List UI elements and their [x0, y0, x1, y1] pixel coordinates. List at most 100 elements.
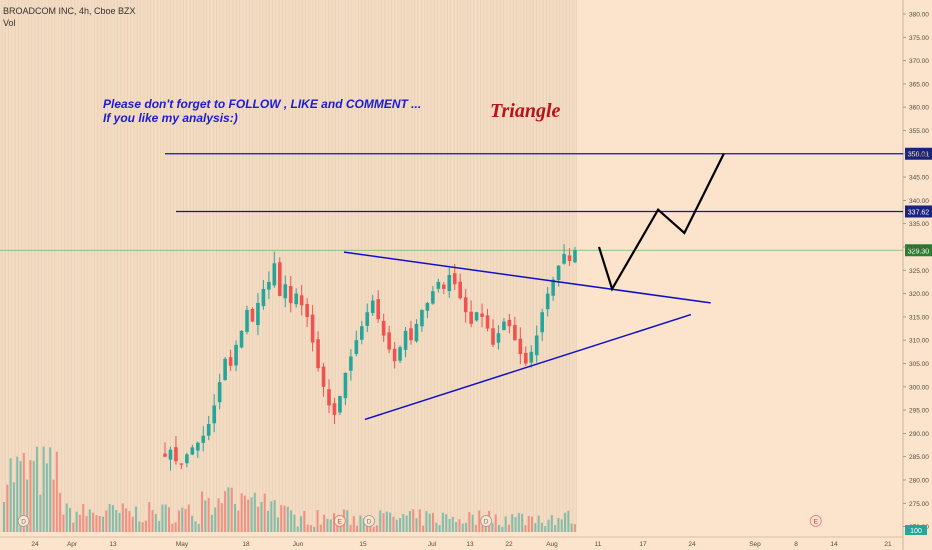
volume-bar — [405, 515, 408, 532]
volume-bar — [174, 522, 177, 532]
horizontal-levels[interactable]: 350.01 337.62 329.30 — [0, 147, 932, 257]
candle-body — [321, 366, 326, 387]
price-tick-label: 345.00 — [909, 175, 929, 182]
time-tick-label: 11 — [595, 541, 602, 548]
volume-bar — [521, 513, 524, 532]
candle-body — [545, 293, 550, 310]
earnings-marker[interactable] — [809, 515, 822, 527]
volume-bar — [465, 522, 467, 532]
candle-body — [381, 320, 386, 336]
volume-bar — [573, 524, 576, 532]
volume-bar — [333, 513, 335, 532]
volume-bar — [425, 511, 428, 532]
candle-body — [338, 396, 342, 413]
dividend-marker[interactable] — [17, 515, 30, 527]
candle-body — [288, 286, 293, 303]
volume-bar — [201, 491, 203, 532]
triangle-upper-line[interactable] — [343, 251, 711, 304]
volume-bar — [26, 479, 29, 532]
volume-bar — [55, 451, 58, 532]
projection-path[interactable] — [597, 153, 725, 292]
time-tick-label: Jun — [293, 541, 304, 548]
time-tick-label: 13 — [109, 541, 117, 548]
candle-body — [228, 357, 233, 366]
candle-body — [431, 291, 435, 304]
volume-bar — [276, 517, 279, 532]
volume-bar — [557, 517, 560, 532]
candle-body — [562, 253, 566, 264]
candle-body — [474, 312, 479, 321]
candle-body — [452, 273, 457, 285]
volume-bar — [484, 526, 487, 532]
candle-body — [370, 300, 375, 314]
volume-bar — [263, 493, 266, 532]
candle-body — [518, 338, 523, 355]
volume-bar — [234, 503, 236, 532]
volume-bar — [283, 505, 286, 532]
volume-bar — [171, 523, 174, 532]
volume-bar — [309, 525, 312, 532]
level-price-box — [905, 147, 932, 160]
volume-bar — [108, 504, 111, 532]
volume-bar — [65, 503, 68, 532]
volume-bar — [517, 513, 520, 532]
event-marker-letter: E — [814, 519, 819, 526]
price-tick-label: 335.00 — [909, 221, 929, 228]
note-line-1: Please don't forget to FOLLOW , LIKE and… — [103, 97, 422, 111]
dividend-marker[interactable] — [363, 515, 375, 527]
volume-bar — [296, 526, 299, 532]
chart-header: BROADCOM INC, 4h, Cboe BZX Vol — [3, 5, 136, 29]
candle-body — [168, 449, 173, 460]
triangle-pattern-lines[interactable] — [343, 251, 711, 421]
earnings-marker[interactable] — [333, 515, 346, 527]
volume-bar — [16, 456, 19, 532]
price-tick-label: 315.00 — [909, 314, 929, 321]
author-note[interactable]: Please don't forget to FOLLOW , LIKE and… — [103, 97, 421, 125]
candle-body — [360, 326, 364, 340]
price-tick-label: 355.00 — [909, 128, 929, 135]
projection-zigzag[interactable] — [597, 153, 725, 292]
volume-bar — [59, 492, 62, 532]
volume-bar — [379, 510, 382, 532]
volume-bar — [418, 509, 421, 532]
time-tick-label: Jul — [428, 541, 437, 548]
volume-label-text: 100 — [910, 528, 922, 535]
volume-bar — [92, 512, 95, 532]
time-axis[interactable]: 24 Apr 13 May 18 Jun 15 Jul 13 22 Aug 11 17 24 Sep 8 14 2… — [0, 536, 903, 548]
candle-body — [551, 279, 555, 296]
time-tick-label: 22 — [505, 541, 513, 548]
price-tick-label: 280.00 — [909, 477, 929, 484]
price-tick-label: 310.00 — [909, 338, 929, 345]
volume-bar — [448, 519, 451, 532]
price-axis[interactable]: 270.00275.00280.00285.00290.00295.00300.… — [903, 11, 929, 535]
volume-bar — [323, 514, 326, 532]
candle-body — [250, 308, 255, 322]
candle-body — [239, 330, 244, 348]
dividend-marker[interactable] — [480, 515, 493, 527]
candle-body — [278, 262, 282, 296]
volume-bar — [72, 522, 75, 532]
volume-bar — [184, 508, 187, 532]
volume-bar — [204, 500, 207, 532]
candle-body — [174, 447, 178, 462]
volume-bar — [52, 479, 55, 532]
candle-body — [496, 333, 501, 343]
volume-indicator-label[interactable]: Vol — [3, 18, 16, 28]
event-marker-letter: E — [338, 519, 343, 526]
volume-bar — [458, 519, 461, 532]
candle-body — [245, 309, 249, 332]
volume-bar — [197, 523, 200, 532]
triangle-lower-line[interactable] — [364, 313, 692, 421]
volume-bar — [286, 506, 289, 532]
symbol-title[interactable]: BROADCOM INC, 4h, Cboe BZX — [3, 6, 136, 16]
volume-bar — [138, 521, 141, 532]
volume-bar — [359, 515, 362, 532]
volume-bar — [481, 524, 484, 532]
volume-bar — [144, 520, 147, 532]
volume-bar — [366, 525, 368, 532]
volume-bar — [415, 518, 418, 532]
triangle-label[interactable]: Triangle — [490, 100, 561, 122]
